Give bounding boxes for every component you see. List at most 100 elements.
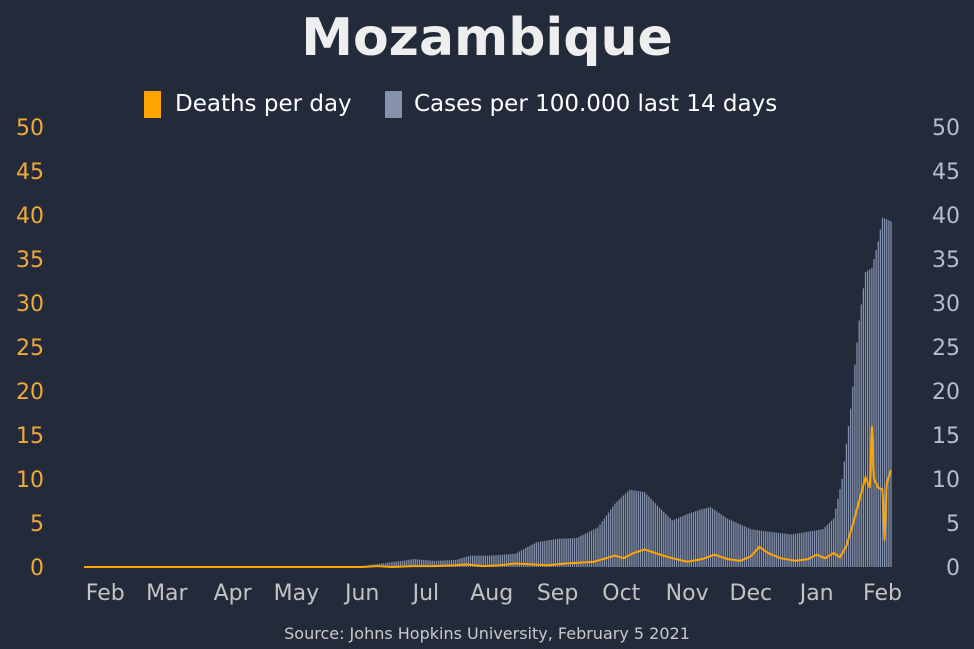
cases-bar <box>472 555 474 567</box>
cases-bar <box>569 538 571 567</box>
x-tick-label: Sep <box>537 581 578 606</box>
legend: Deaths per day Cases per 100.000 last 14… <box>144 91 777 118</box>
cases-bar <box>599 524 601 567</box>
cases-bar <box>667 516 669 567</box>
cases-bar <box>824 527 826 567</box>
right-tick-label: 5 <box>946 512 960 537</box>
cases-bar <box>690 512 693 567</box>
cases-bar <box>601 521 603 567</box>
cases-bar <box>546 540 548 567</box>
cases-bar <box>733 521 735 567</box>
cases-bar <box>571 538 574 567</box>
cases-bar <box>728 519 731 567</box>
cases-bar <box>652 501 654 567</box>
cases-bar <box>765 531 767 567</box>
cases-bar <box>480 555 482 567</box>
cases-bar <box>654 503 656 567</box>
cases-bar <box>537 542 540 567</box>
left-axis: 0 5 10 15 20 25 30 35 40 45 50 <box>16 116 44 581</box>
cases-bar <box>862 288 865 567</box>
cases-bar <box>395 561 397 567</box>
cases-bar <box>739 524 741 567</box>
cases-bar <box>711 508 714 567</box>
cases-bar <box>875 250 877 567</box>
cases-bar <box>665 514 667 567</box>
left-tick-label: 40 <box>16 204 44 229</box>
x-tick-label: Apr <box>214 581 253 606</box>
legend-swatch-cases <box>385 91 402 118</box>
cases-bar <box>597 527 599 567</box>
cases-bar <box>493 555 495 567</box>
cases-bar <box>514 553 516 567</box>
cases-bar <box>777 532 780 567</box>
cases-bar <box>408 559 410 567</box>
left-tick-label: 25 <box>16 336 44 361</box>
cases-bar <box>542 541 544 567</box>
cases-bar <box>709 507 712 567</box>
cases-bar <box>484 555 487 567</box>
cases-bar <box>497 555 499 567</box>
cases-bar <box>701 509 703 567</box>
cases-bar <box>582 534 584 567</box>
cases-bar <box>550 539 552 567</box>
cases-bar <box>563 538 565 567</box>
cases-bar <box>741 525 743 567</box>
cases-bar <box>852 386 854 567</box>
cases-bar <box>414 559 416 567</box>
cases-bar <box>790 534 792 567</box>
cases-bar <box>529 545 531 567</box>
cases-bar <box>750 529 752 567</box>
x-tick-label: Jul <box>411 581 440 606</box>
cases-bar <box>796 533 799 567</box>
cases-bar <box>830 520 833 567</box>
cases-bar <box>539 541 542 567</box>
right-tick-label: 0 <box>946 556 960 581</box>
cases-bar <box>382 563 385 567</box>
cases-bar <box>533 543 535 567</box>
cases-bar <box>809 531 811 567</box>
cases-bar <box>607 512 610 567</box>
cases-bar <box>446 560 448 567</box>
x-tick-label: Oct <box>602 581 640 606</box>
cases-bar <box>418 559 421 567</box>
cases-bar <box>516 552 518 567</box>
cases-bar <box>663 511 665 567</box>
cases-bars <box>327 217 892 568</box>
cases-bar <box>404 560 406 567</box>
cases-bar <box>807 531 809 567</box>
cases-bar <box>452 560 455 567</box>
cases-bar <box>578 536 580 567</box>
cases-bar <box>499 554 501 567</box>
cases-bar <box>847 426 850 567</box>
cases-bar <box>714 510 716 567</box>
cases-bar <box>799 533 801 567</box>
cases-bar <box>459 558 461 567</box>
cases-bar <box>818 529 820 567</box>
cases-bar <box>801 532 803 567</box>
cases-bar <box>535 542 537 567</box>
left-tick-label: 10 <box>16 468 44 493</box>
cases-bar <box>605 515 608 567</box>
right-tick-label: 25 <box>932 336 960 361</box>
right-tick-label: 45 <box>932 160 960 185</box>
cases-bar <box>584 533 586 567</box>
x-tick-label: Aug <box>470 581 513 606</box>
cases-bar <box>508 554 510 567</box>
cases-bar <box>811 531 814 567</box>
cases-bar <box>873 259 875 567</box>
cases-bar <box>391 562 393 567</box>
cases-bar <box>633 490 635 567</box>
cases-bar <box>431 560 433 567</box>
cases-bar <box>461 558 463 567</box>
cases-bar <box>748 528 750 567</box>
cases-bar <box>771 532 773 567</box>
cases-bar <box>682 515 684 567</box>
cases-bar <box>399 561 402 567</box>
cases-bar <box>792 534 794 567</box>
cases-bar <box>805 532 807 567</box>
cases-bar <box>820 529 822 567</box>
cases-bar <box>442 560 444 567</box>
cases-bar <box>590 530 593 567</box>
cases-bar <box>525 548 527 567</box>
